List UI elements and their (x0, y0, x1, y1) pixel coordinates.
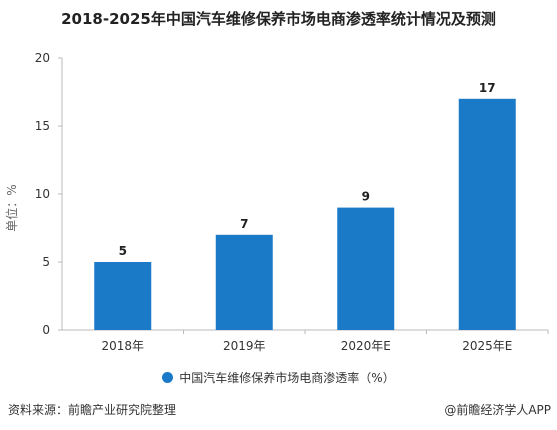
legend-label: 中国汽车维修保养市场电商渗透率（%） (179, 371, 395, 385)
y-tick-label: 20 (35, 51, 50, 65)
x-tick-label: 2018年 (101, 339, 144, 353)
y-tick-label: 5 (42, 255, 50, 269)
data-label: 9 (362, 190, 370, 204)
y-axis-title: 单位：% (4, 184, 19, 231)
bar (215, 234, 273, 330)
labels: 5 2018年 7 2019年 9 2020年E 17 2025年E (101, 81, 512, 353)
legend: 中国汽车维修保养市场电商渗透率（%） (0, 369, 557, 386)
bar (337, 207, 395, 330)
source-note: 资料来源：前瞻产业研究院整理 (8, 403, 177, 417)
data-label: 7 (240, 217, 248, 231)
bar (94, 262, 152, 330)
x-tick-label: 2025年E (462, 339, 512, 353)
data-label: 17 (479, 81, 496, 95)
x-tick-label: 2019年 (223, 339, 266, 353)
bar (458, 98, 516, 330)
x-tick-label: 2020年E (341, 339, 391, 353)
brand-note: @前瞻经济学人APP (444, 403, 551, 417)
data-label: 5 (119, 244, 127, 258)
axes: 0 5 10 15 20 单位：% (4, 51, 549, 337)
legend-swatch (162, 372, 174, 383)
y-tick-label: 0 (42, 323, 50, 337)
chart-title: 2018-2025年中国汽车维修保养市场电商渗透率统计情况及预测 (61, 10, 496, 28)
y-tick-label: 15 (35, 119, 50, 133)
y-tick-label: 10 (35, 187, 50, 201)
bars (94, 98, 516, 330)
